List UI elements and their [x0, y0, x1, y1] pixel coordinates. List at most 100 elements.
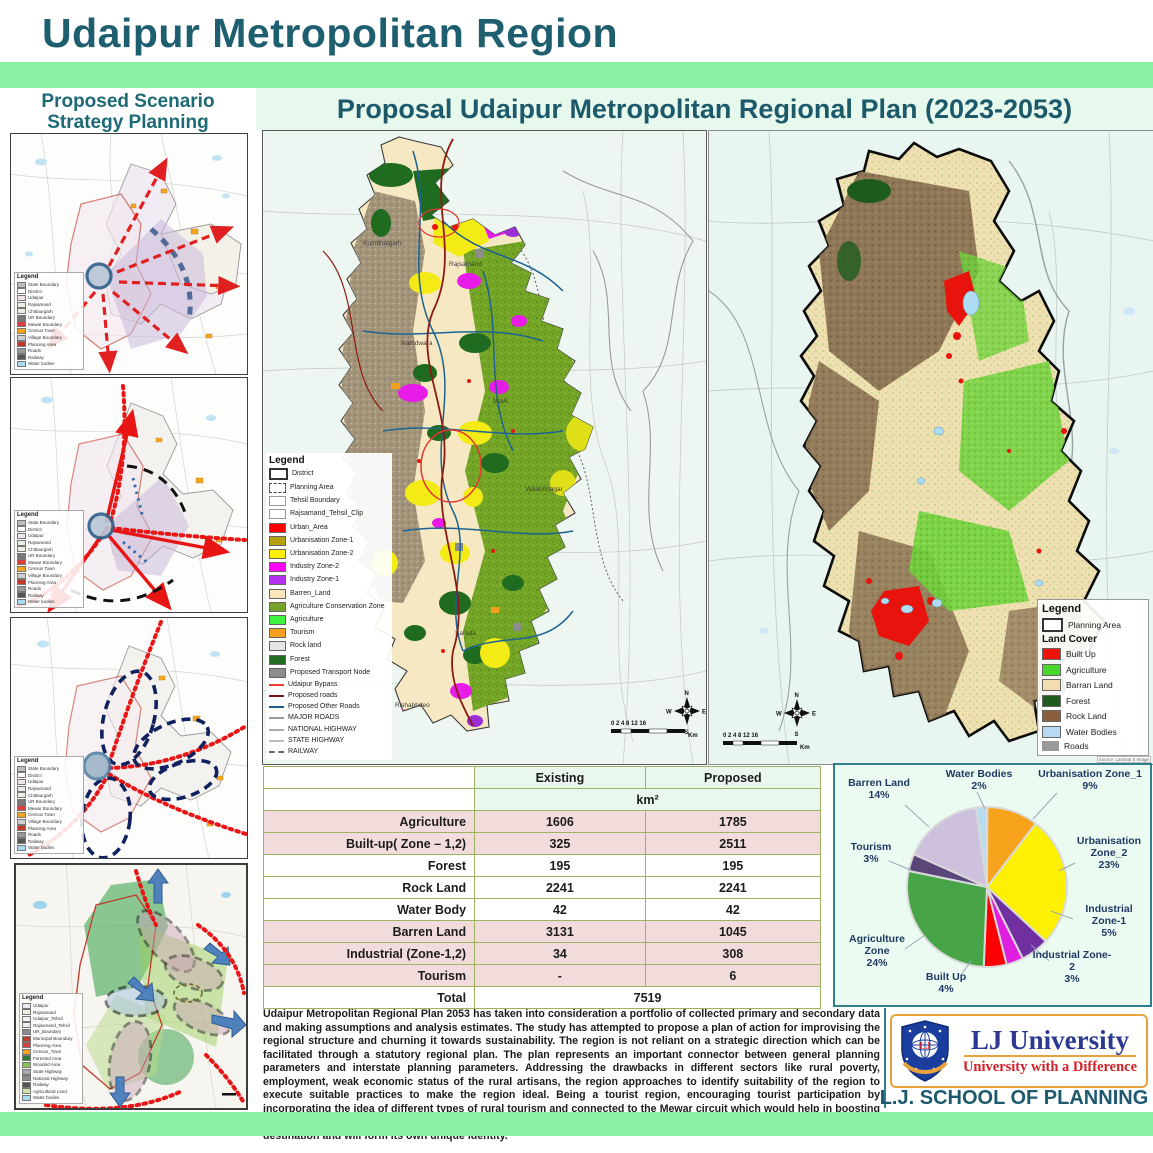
legend-item: Rajsamand_Tehsil_Clip: [269, 509, 389, 520]
legend-label: MAJOR ROADS: [288, 714, 340, 722]
legend-label: Barran Land: [1066, 680, 1113, 690]
legend-swatch: [17, 361, 26, 367]
legend-label: Barren_Land: [290, 589, 331, 597]
table-header-row: Existing Proposed: [262, 766, 822, 789]
legend-swatch: [17, 599, 26, 605]
top-green-band: [0, 62, 1153, 88]
legend-swatch: [269, 601, 286, 612]
legend-item: Village Boundary: [17, 818, 81, 825]
landcover-legend: Legend Planning Area Land Cover Built Up…: [1037, 599, 1149, 756]
legend-label: Village Boundary: [28, 818, 62, 824]
legend-swatch: [1042, 725, 1061, 738]
legend-label: Railway: [28, 838, 44, 844]
lj-university-logo: LJ LJ University University with a Diffe…: [890, 1014, 1148, 1088]
total-label: Total: [262, 986, 476, 1009]
legend-item: UR Boundary: [17, 552, 81, 559]
table-row: Industrial (Zone-1,2) 34 308: [262, 942, 822, 965]
legend-label: Water bodies: [28, 599, 55, 605]
legend-label: Village Boundary: [28, 334, 62, 340]
legend-item: Village Boundary: [17, 572, 81, 579]
vertical-divider: [884, 1008, 886, 1108]
legend-label: NATIONAL HIGHWAY: [288, 725, 357, 733]
legend-item: Chittaurgarh: [17, 792, 81, 799]
legend-item: Tourism: [269, 628, 389, 639]
legend-label: UR Boundary: [28, 315, 56, 321]
legend-swatch: [269, 751, 284, 753]
legend-item: District: [17, 288, 81, 295]
legend-title: Legend: [22, 995, 44, 1002]
legend-swatch: [269, 467, 288, 480]
legend-item: Roads: [1042, 741, 1144, 751]
legend-label: UR Boundary: [28, 799, 56, 805]
legend-label: Forested Area: [33, 1055, 62, 1061]
legend-label: Rajsamand: [33, 1009, 56, 1015]
legend-item: Tehsil Boundary: [269, 496, 389, 507]
legend-label: Railway: [28, 354, 44, 360]
legend-item: Roads: [17, 831, 81, 838]
legend-swatch: [269, 667, 286, 678]
scenario-map-1: Legend State Boundary District Udaipur R…: [10, 133, 248, 375]
legend-item: UR Boundary: [17, 798, 81, 805]
legend-swatch: [17, 779, 26, 786]
legend-item: Mewar Boundary: [17, 321, 81, 328]
legend-label: Udaipur Bypass: [288, 680, 338, 688]
legend-label: Census_Town: [33, 1049, 62, 1055]
legend-swatch: [17, 572, 26, 579]
description-paragraph: Udaipur Metropolitan Regional Plan 2053 …: [263, 1008, 880, 1143]
legend-label: Forest: [1066, 695, 1091, 706]
legend-label: Census Town: [28, 328, 55, 334]
legend-swatch: [22, 1035, 31, 1042]
legend-item: Rajsamand: [17, 539, 81, 546]
legend-label: Planning Area: [28, 341, 57, 347]
legend-label: Planning Area: [28, 825, 57, 831]
legend-items: State Boundary District Udaipur Rajsaman…: [17, 519, 81, 605]
pie-label-tourism: Tourism 3%: [850, 841, 892, 865]
legend-label: Agriculture Conservation Zone: [290, 602, 385, 610]
legend-label: Rajsamand: [28, 539, 51, 545]
legend-label: State Boundary: [28, 766, 60, 772]
legend-swatch: [17, 772, 26, 779]
legend-swatch: [269, 483, 286, 494]
legend-items: State Boundary District Udaipur Rajsaman…: [17, 281, 81, 367]
scenario-map-1-legend: Legend State Boundary District Udaipur R…: [14, 272, 84, 370]
legend-swatch: [17, 539, 26, 546]
legend-swatch: [1042, 679, 1061, 691]
city-label: Vallabhnagar: [525, 486, 564, 493]
city-label: Nathdwara: [401, 340, 433, 347]
legend-swatch: [17, 281, 26, 288]
legend-swatch: [22, 1068, 31, 1075]
legend-swatch: [269, 706, 284, 709]
legend-swatch: [17, 592, 26, 599]
legend-swatch: [17, 792, 26, 799]
table-corner-cell: [262, 766, 476, 789]
legend-item: Udaipur Bypass: [269, 681, 389, 689]
legend-label: State Boundary: [28, 282, 60, 288]
legend-item: Railway: [17, 838, 81, 845]
legend-label: UR_Boundary: [33, 1029, 62, 1035]
legend-label: Industry Zone-2: [290, 563, 340, 571]
pie-label-water-bodies: Water Bodies 2%: [945, 768, 1013, 792]
legend-swatch: [17, 288, 26, 295]
scenario-map-4-graphic: [16, 865, 246, 1108]
legend-swatch: [17, 321, 26, 328]
legend-label: Water Bodies: [1066, 726, 1117, 737]
legend-swatch: [22, 1062, 31, 1069]
table-row: Tourism - 6: [262, 964, 822, 987]
table-row: Forest 195 195: [262, 854, 822, 877]
svg-text:E: E: [702, 710, 706, 716]
legend-swatch: [17, 559, 26, 566]
legend-item: Rock Land: [1042, 710, 1144, 722]
legend-item: Water bodies: [17, 599, 81, 605]
legend-label: Chittaurgarh: [28, 308, 53, 314]
svg-text:W: W: [776, 712, 782, 718]
legend-label: Water bodies: [28, 845, 55, 851]
legend-swatch: [22, 1055, 31, 1062]
legend-title: Legend: [17, 758, 39, 765]
legend-item: State Boundary: [17, 519, 81, 526]
pie-label-barren-land: Barren Land 14%: [848, 777, 910, 801]
legend-swatch: [269, 562, 286, 573]
legend-swatch: [269, 588, 286, 599]
legend-swatch: [1042, 710, 1061, 722]
legend-swatch: [1042, 617, 1063, 632]
legend-swatch: [269, 739, 284, 742]
